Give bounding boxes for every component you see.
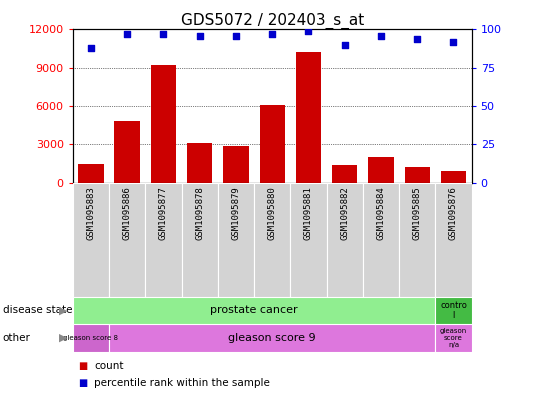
Text: gleason score 9: gleason score 9 [229,333,316,343]
Text: GSM1095885: GSM1095885 [413,186,421,240]
Text: GSM1095879: GSM1095879 [231,186,240,240]
Text: GSM1095880: GSM1095880 [268,186,277,240]
Bar [187,143,212,183]
Bar [109,324,436,352]
Text: GSM1095876: GSM1095876 [449,186,458,240]
Text: ■: ■ [78,361,87,371]
Bar [254,183,291,297]
Bar [218,183,254,297]
Point [268,31,277,37]
Point [232,33,240,39]
Text: GSM1095884: GSM1095884 [376,186,385,240]
Text: ▶: ▶ [59,333,67,343]
Point [304,28,313,34]
Text: gleason score 8: gleason score 8 [64,335,119,341]
Title: GDS5072 / 202403_s_at: GDS5072 / 202403_s_at [181,13,364,29]
Text: GSM1095877: GSM1095877 [159,186,168,240]
Bar [78,163,103,183]
Text: percentile rank within the sample: percentile rank within the sample [94,378,270,388]
Bar [363,183,399,297]
Point [413,35,421,42]
Bar [73,183,109,297]
Bar [109,183,146,297]
Text: disease state: disease state [3,305,72,316]
Point [341,42,349,48]
Bar [332,165,357,183]
Bar [399,183,436,297]
Bar [441,171,466,183]
Text: GSM1095886: GSM1095886 [123,186,132,240]
Text: ■: ■ [78,378,87,388]
Point [195,33,204,39]
Bar [291,183,327,297]
Text: count: count [94,361,124,371]
Bar [73,324,109,352]
Text: other: other [3,333,31,343]
Bar [436,324,472,352]
Text: GSM1095878: GSM1095878 [195,186,204,240]
Point [449,39,458,45]
Text: GSM1095883: GSM1095883 [86,186,95,240]
Point [377,33,385,39]
Bar [436,183,472,297]
Text: ▶: ▶ [59,305,67,316]
Text: gleason
score
n/a: gleason score n/a [440,328,467,348]
Bar [223,146,248,183]
Point [87,45,95,51]
Bar [405,167,430,183]
Bar [296,52,321,183]
Text: GSM1095881: GSM1095881 [304,186,313,240]
Text: GSM1095882: GSM1095882 [340,186,349,240]
Text: contro
l: contro l [440,301,467,320]
Text: prostate cancer: prostate cancer [210,305,298,316]
Bar [151,65,176,183]
Bar [259,105,285,183]
Bar [436,297,472,324]
Point [123,31,132,37]
Bar [182,183,218,297]
Bar [368,157,393,183]
Bar [114,121,140,183]
Point [159,31,168,37]
Bar [327,183,363,297]
Bar [146,183,182,297]
